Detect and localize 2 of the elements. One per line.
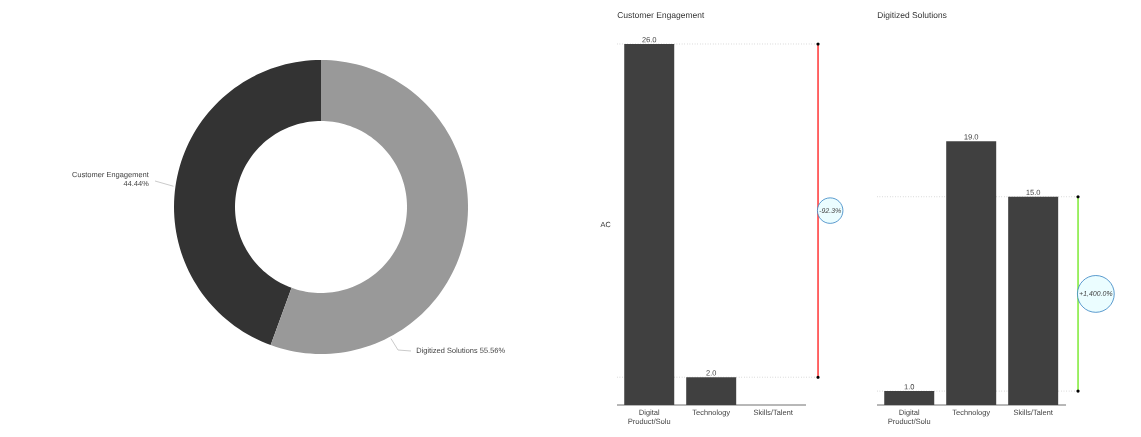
chart-title: Customer Engagement	[617, 12, 705, 20]
chart-title: Digitized Solutions	[877, 11, 947, 20]
